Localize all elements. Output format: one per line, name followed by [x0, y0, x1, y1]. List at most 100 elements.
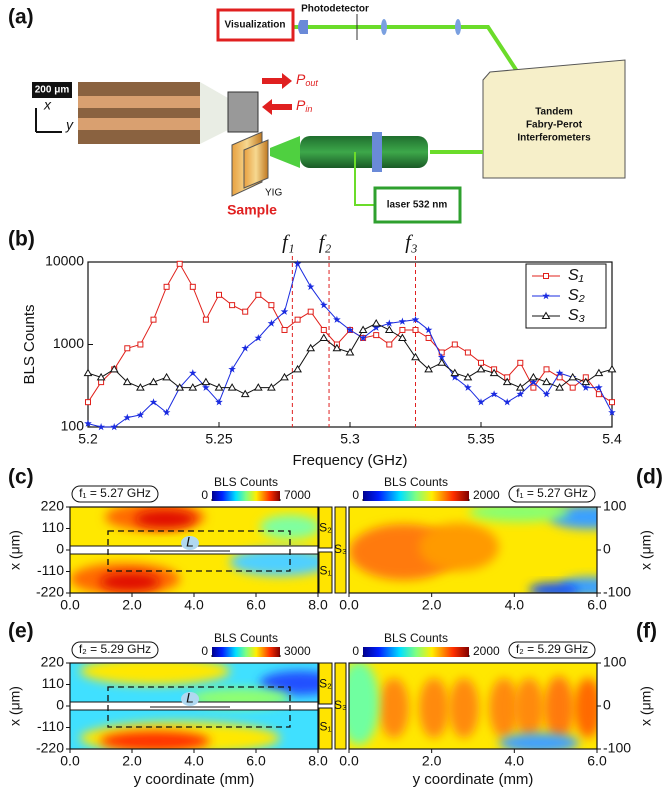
y-tick-label: 220 — [41, 654, 65, 670]
marker — [109, 364, 119, 373]
marker — [543, 273, 549, 279]
marker — [240, 389, 250, 398]
strip-label: S₂ — [319, 521, 332, 535]
y-tick-label: 100 — [603, 498, 627, 514]
y-tick-label: 0 — [56, 697, 64, 713]
strip — [318, 506, 333, 549]
marker — [163, 283, 170, 290]
marker — [555, 383, 564, 391]
strip-label: S₃ — [334, 542, 347, 556]
marker — [450, 368, 460, 377]
photodetector-label: Photodetector — [301, 4, 369, 15]
panel-label: (e) — [8, 620, 34, 643]
marker — [595, 391, 602, 398]
x-tick-label: 2.0 — [122, 597, 142, 613]
legend-label: S₃ — [568, 307, 585, 324]
strip-label: S₁ — [319, 564, 331, 578]
colorbar-label: BLS Counts — [384, 631, 448, 645]
scale-label: 200 μm — [35, 85, 70, 96]
y-axis-label: x (μm) — [7, 530, 23, 570]
marker — [136, 383, 145, 391]
heatmap-blob — [514, 678, 544, 738]
marker — [594, 368, 604, 377]
heatmap-blob — [230, 548, 318, 576]
marker — [424, 326, 433, 334]
annotation-label: f₁ = 5.27 GHz — [79, 486, 151, 500]
y-axis-label: BLS Counts — [21, 304, 38, 384]
marker — [229, 302, 236, 309]
y-tick-label: 100 — [61, 418, 85, 434]
p-in-label: Pin — [296, 97, 312, 115]
marker — [97, 423, 105, 431]
colorbar — [212, 647, 280, 657]
strip-label: S₃ — [334, 698, 347, 712]
marker — [464, 383, 472, 391]
panel-label: (a) — [8, 6, 34, 29]
heatmap-blob — [419, 678, 449, 738]
x-tick-label: 0.0 — [60, 597, 80, 613]
marker — [320, 301, 328, 309]
marker — [346, 326, 354, 334]
visualization-box — [216, 8, 295, 42]
marker — [463, 372, 473, 381]
marker — [398, 317, 407, 325]
colorbar-tick-label: 2000 — [473, 644, 500, 658]
heatmap-image — [349, 507, 597, 593]
marker — [437, 358, 447, 366]
marker — [96, 372, 106, 381]
heatmap-blob — [80, 663, 230, 685]
heatmap-blob — [489, 678, 519, 738]
zoom-cone — [200, 82, 228, 144]
beam — [354, 152, 375, 206]
marker — [502, 377, 512, 386]
interferometer-label: Fabry-Perot — [526, 120, 583, 131]
marker — [124, 345, 131, 352]
legend-label: S₁ — [568, 267, 584, 284]
marker — [437, 353, 446, 361]
axis-x-label: x — [43, 97, 52, 113]
marker — [150, 316, 157, 323]
marker — [254, 334, 263, 342]
marker — [162, 372, 171, 381]
marker — [411, 352, 420, 361]
marker — [569, 384, 576, 391]
colorbar-tick-label: 0 — [201, 644, 208, 658]
y-tick-label: 110 — [42, 519, 65, 535]
y-axis-label: x (μm) — [638, 530, 654, 570]
marker — [424, 364, 433, 373]
heatmap-blob — [529, 583, 579, 593]
colorbar-tick-label: 3000 — [284, 644, 311, 658]
colorbar — [363, 647, 469, 657]
heatmap-blob — [135, 510, 195, 528]
detector — [298, 20, 308, 34]
annotation-box — [71, 485, 159, 503]
x-tick-label: 5.35 — [467, 431, 494, 447]
y-axis-label: x (μm) — [638, 686, 654, 726]
marker — [253, 383, 263, 391]
colorbar-label: BLS Counts — [214, 475, 278, 489]
annotation-label: f₁ = 5.27 GHz — [516, 486, 588, 500]
colorbar — [212, 491, 280, 501]
heatmap-blob — [349, 663, 379, 745]
x-tick-label: 4.0 — [184, 597, 204, 613]
marker — [385, 319, 394, 327]
colorbar-tick-label: 7000 — [284, 488, 311, 502]
x-axis-label: y coordinate (mm) — [134, 771, 255, 788]
marker — [464, 349, 471, 356]
y-tick-label: 1000 — [53, 335, 84, 351]
marker — [83, 368, 93, 377]
marker — [202, 383, 210, 391]
marker — [110, 423, 118, 431]
marker — [451, 341, 458, 348]
length-mark — [181, 536, 199, 550]
marker — [136, 410, 145, 419]
marker — [175, 383, 185, 391]
setup-diagram: Visualization Photodetector Tandem Fabry… — [32, 4, 626, 224]
heatmap-blob — [419, 523, 499, 571]
x-tick-label: 4.0 — [184, 753, 204, 769]
micrograph — [78, 82, 200, 144]
marker — [242, 308, 249, 315]
marker — [188, 383, 198, 391]
panel-label: (f) — [636, 620, 657, 643]
sample-block — [243, 139, 269, 189]
